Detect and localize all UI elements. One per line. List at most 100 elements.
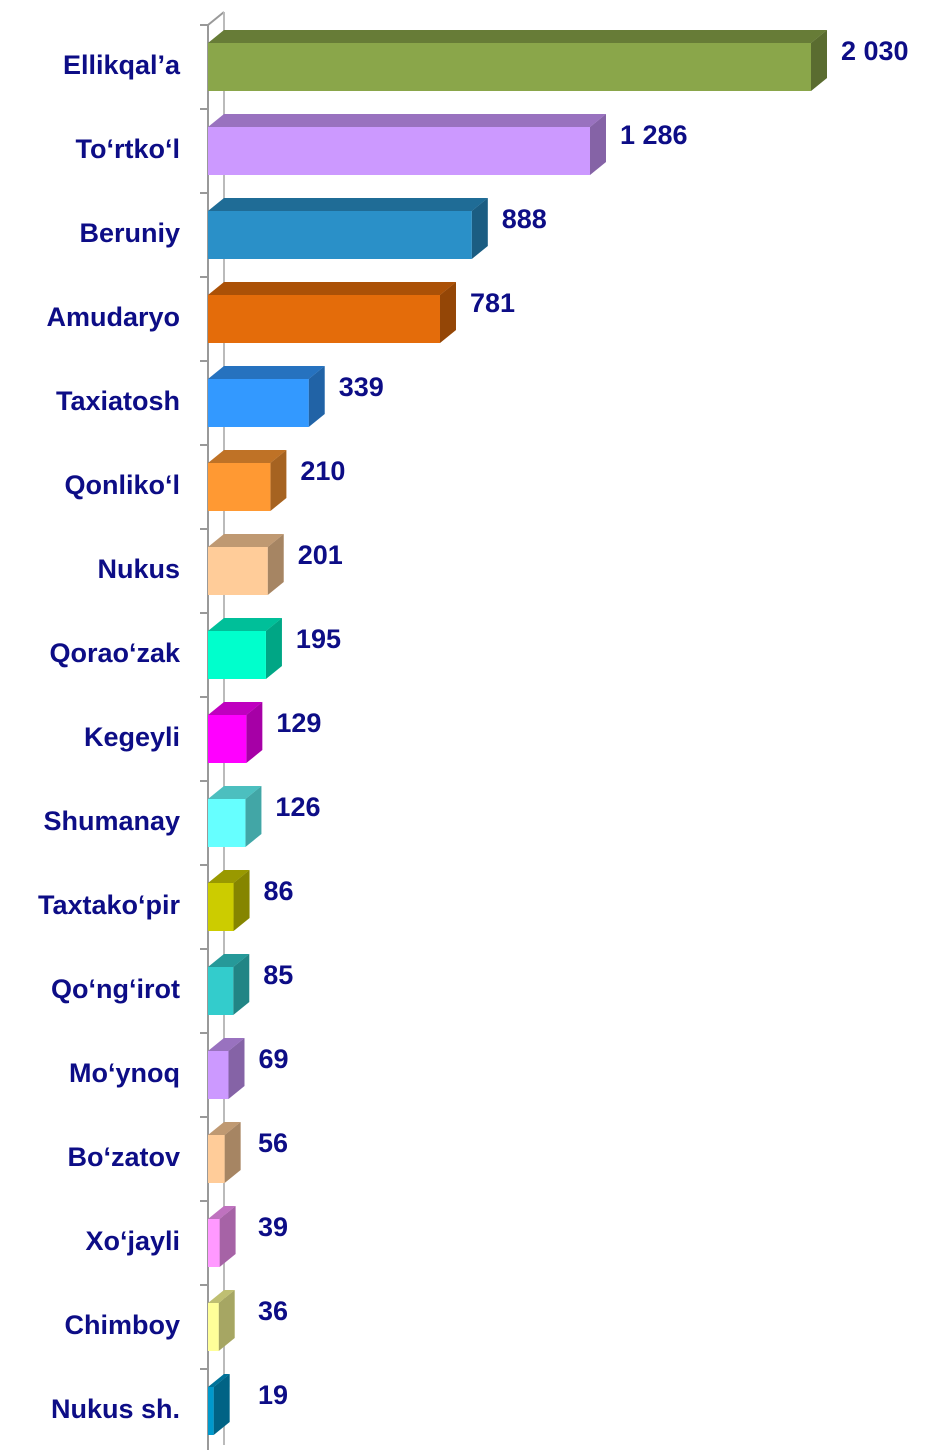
bar-side-shade xyxy=(233,954,250,1015)
bar-side-shade xyxy=(218,1290,235,1351)
value-label: 2 030 xyxy=(841,36,909,66)
category-label: Nukus sh. xyxy=(51,1394,180,1424)
bar-side-shade xyxy=(233,870,250,931)
bar-side-shade xyxy=(219,1206,236,1267)
bar-side xyxy=(589,114,606,175)
bar xyxy=(208,1051,229,1099)
value-label: 56 xyxy=(258,1128,288,1158)
bar-side xyxy=(219,1206,236,1267)
value-label: 888 xyxy=(502,204,547,234)
bar-side xyxy=(224,1122,241,1183)
bar-side xyxy=(439,282,456,343)
category-label: Taxtako‘pir xyxy=(38,890,181,920)
bar xyxy=(208,295,440,343)
bar-top xyxy=(208,870,250,883)
category-label: Kegeyli xyxy=(84,722,180,752)
bar-top xyxy=(208,1374,230,1387)
bar-side xyxy=(267,534,284,595)
bar-top xyxy=(208,1290,235,1303)
value-label: 201 xyxy=(298,540,343,570)
category-label: Beruniy xyxy=(79,218,180,248)
category-label: Taxiatosh xyxy=(56,386,180,416)
bar-side xyxy=(233,954,250,1015)
bar-side xyxy=(233,870,250,931)
bar-side xyxy=(218,1290,235,1351)
bar-top xyxy=(208,786,262,799)
category-label: Nukus xyxy=(97,554,180,584)
bar-top xyxy=(208,618,282,631)
bar-top xyxy=(208,450,287,463)
value-label: 339 xyxy=(339,372,384,402)
bar xyxy=(208,715,247,763)
bar-side xyxy=(270,450,287,511)
bar-top xyxy=(208,282,456,295)
bar xyxy=(208,379,309,427)
value-label: 210 xyxy=(300,456,345,486)
bar-top-shade xyxy=(208,786,262,799)
value-label: 69 xyxy=(258,1044,288,1074)
value-label: 36 xyxy=(258,1296,288,1326)
bar-top-shade xyxy=(208,702,263,715)
value-label: 86 xyxy=(264,876,294,906)
bar-side xyxy=(246,702,263,763)
category-label: Bo‘zatov xyxy=(67,1142,180,1172)
bar xyxy=(208,799,246,847)
bar-top xyxy=(208,30,827,43)
bar-top xyxy=(208,1206,236,1219)
value-label: 1 286 xyxy=(620,120,688,150)
axis-line-back xyxy=(207,11,225,26)
bar-side xyxy=(265,618,282,679)
bar-side-shade xyxy=(213,1374,230,1435)
bar-top xyxy=(208,366,325,379)
bar xyxy=(208,631,266,679)
bar-top-shade xyxy=(208,1122,241,1135)
bar-top-shade xyxy=(208,282,456,295)
value-label: 781 xyxy=(470,288,515,318)
bar xyxy=(208,1303,219,1351)
bar xyxy=(208,547,268,595)
bar-side-shade xyxy=(270,450,287,511)
value-label: 129 xyxy=(276,708,321,738)
bar-top xyxy=(208,534,284,547)
bar-side xyxy=(228,1038,245,1099)
value-label: 126 xyxy=(275,792,320,822)
bar-side-shade xyxy=(228,1038,245,1099)
bar-top xyxy=(208,198,488,211)
bar-side-shade xyxy=(308,366,325,427)
category-label: Mo‘ynoq xyxy=(69,1058,180,1088)
bar-side-shade xyxy=(589,114,606,175)
bar-top xyxy=(208,114,606,127)
bar-side xyxy=(213,1374,230,1435)
category-label: Ellikqal’a xyxy=(63,50,181,80)
category-label: Qorao‘zak xyxy=(49,638,181,668)
bar-top xyxy=(208,954,250,967)
bar-top-shade xyxy=(208,618,282,631)
bar-top-shade xyxy=(208,534,284,547)
bar-side-shade xyxy=(265,618,282,679)
category-label: Chimboy xyxy=(64,1310,180,1340)
bar-top-shade xyxy=(208,1038,245,1051)
bar-side-shade xyxy=(224,1122,241,1183)
bar-top xyxy=(208,1122,241,1135)
category-label: Qo‘ng‘irot xyxy=(51,974,180,1004)
bar-side-shade xyxy=(439,282,456,343)
bar xyxy=(208,967,234,1015)
bar-top xyxy=(208,702,263,715)
bar xyxy=(208,1219,220,1267)
value-label: 85 xyxy=(263,960,293,990)
bar-side-shade xyxy=(471,198,488,259)
bar xyxy=(208,883,234,931)
bar-top-shade xyxy=(208,1206,236,1219)
bar-side xyxy=(308,366,325,427)
category-label: Qonliko‘l xyxy=(64,470,180,500)
bar xyxy=(208,211,472,259)
category-label: Shumanay xyxy=(43,806,180,836)
value-label: 39 xyxy=(258,1212,288,1242)
bar-side-shade xyxy=(811,30,827,91)
category-label: Xo‘jayli xyxy=(85,1226,180,1256)
bar-top-shade xyxy=(208,870,250,883)
bar-side-shade xyxy=(267,534,284,595)
bar-side xyxy=(245,786,262,847)
bar-side xyxy=(471,198,488,259)
